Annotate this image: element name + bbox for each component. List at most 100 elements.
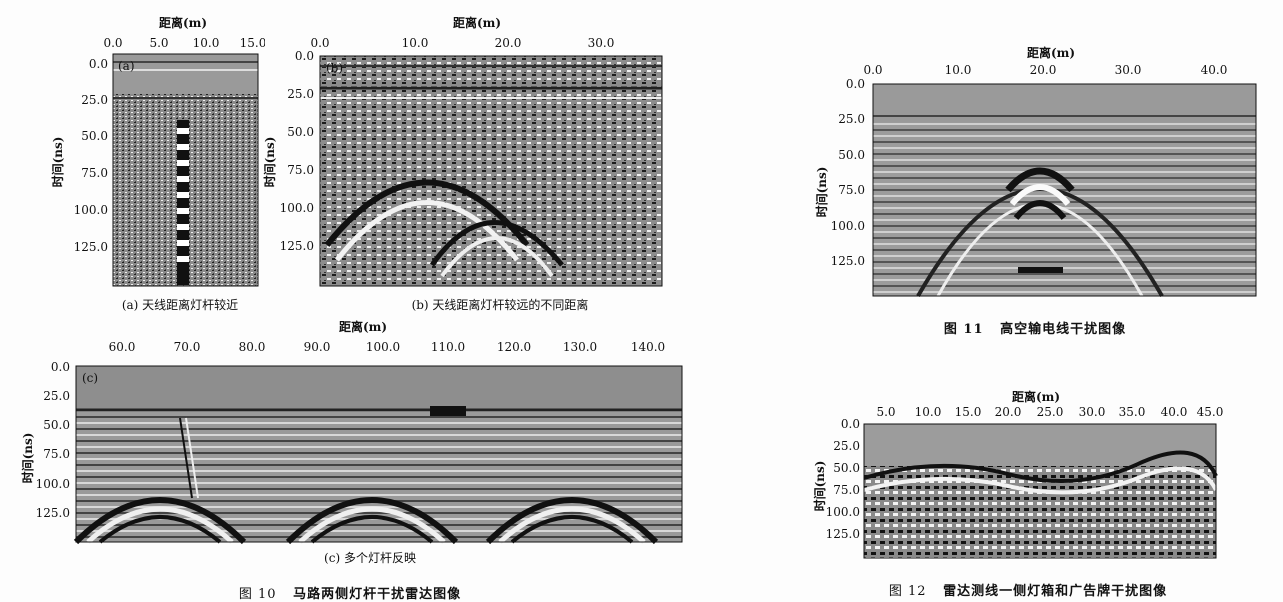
figure-12-xlabel: 距离(m) — [1012, 389, 1060, 404]
x-tick: 140.0 — [631, 340, 665, 354]
panel-c: 距离(m) 60.0 70.0 80.0 90.0 100.0 110.0 12… — [20, 319, 683, 545]
x-tick: 5.0 — [149, 36, 168, 50]
panel-a-label: (a) — [118, 59, 135, 73]
y-tick: 100.0 — [74, 203, 108, 217]
y-tick: 0.0 — [846, 77, 865, 91]
y-tick: 50.0 — [81, 129, 108, 143]
y-tick: 125.0 — [826, 527, 860, 541]
figure-11-caption: 图 11 高空输电线干扰图像 — [900, 318, 1170, 337]
y-tick: 125.0 — [280, 239, 314, 253]
y-tick: 100.0 — [831, 219, 865, 233]
x-tick: 5.0 — [876, 405, 895, 419]
y-tick: 0.0 — [89, 57, 108, 71]
x-tick: 10.0 — [945, 63, 972, 77]
panel-a-caption: (a) 天线距离灯杆较近 — [121, 298, 239, 312]
figure-12-xticks: 5.0 10.0 15.0 20.0 25.0 30.0 35.0 40.0 4… — [876, 405, 1223, 419]
panel-b-ylabel: 时间(ns) — [262, 137, 277, 188]
figure-10-caption: 图 10 马路两侧灯杆干扰雷达图像 — [180, 583, 520, 602]
panel-c-xticks: 60.0 70.0 80.0 90.0 100.0 110.0 120.0 13… — [109, 340, 666, 354]
x-tick: 0.0 — [310, 36, 329, 50]
x-tick: 30.0 — [1115, 63, 1142, 77]
panel-c-caption: (c) 多个灯杆反映 — [324, 551, 416, 565]
figure-12-ylabel: 时间(ns) — [812, 461, 827, 512]
panel-b-xticks: 0.0 10.0 20.0 30.0 — [310, 36, 614, 50]
panel-a-xlabel: 距离(m) — [159, 15, 207, 30]
x-tick: 40.0 — [1201, 63, 1228, 77]
x-tick: 10.0 — [402, 36, 429, 50]
y-tick: 75.0 — [81, 166, 108, 180]
panel-a-xticks: 0.0 5.0 10.0 15.0 — [103, 36, 265, 50]
figure-12-title: 雷达测线一侧灯箱和广告牌干扰图像 — [943, 584, 1168, 599]
y-tick: 100.0 — [280, 201, 314, 215]
figure-11-xlabel: 距离(m) — [1027, 45, 1075, 60]
y-tick: 50.0 — [833, 461, 860, 475]
x-tick: 100.0 — [366, 340, 400, 354]
panel-c-label: (c) — [82, 371, 98, 385]
x-tick: 15.0 — [240, 36, 265, 50]
y-tick: 50.0 — [287, 125, 314, 139]
panel-a-image — [112, 53, 259, 287]
figure-12-caption: 图 12 雷达测线一侧灯箱和广告牌干扰图像 — [838, 580, 1218, 599]
figure-11-yticks: 0.0 25.0 50.0 75.0 100.0 125.0 — [831, 77, 865, 268]
x-tick: 60.0 — [109, 340, 136, 354]
y-tick: 25.0 — [81, 93, 108, 107]
y-tick: 25.0 — [43, 389, 70, 403]
y-tick: 75.0 — [833, 483, 860, 497]
y-tick: 75.0 — [838, 183, 865, 197]
x-tick: 10.0 — [915, 405, 942, 419]
figure-11-panel: 距离(m) 0.0 10.0 20.0 30.0 40.0 0.0 25.0 5… — [814, 45, 1257, 297]
x-tick: 30.0 — [1079, 405, 1106, 419]
y-tick: 25.0 — [838, 112, 865, 126]
panel-b-xlabel: 距离(m) — [453, 15, 501, 30]
x-tick: 35.0 — [1119, 405, 1146, 419]
x-tick: 120.0 — [497, 340, 531, 354]
figure-12-panel: 距离(m) 5.0 10.0 15.0 20.0 25.0 30.0 35.0 … — [812, 389, 1223, 559]
y-tick: 75.0 — [287, 163, 314, 177]
figure-12-image — [863, 423, 1218, 559]
figure-11-number: 图 11 — [943, 322, 984, 337]
x-tick: 20.0 — [995, 405, 1022, 419]
x-tick: 25.0 — [1037, 405, 1064, 419]
x-tick: 0.0 — [103, 36, 122, 50]
x-tick: 130.0 — [563, 340, 597, 354]
y-tick: 25.0 — [833, 439, 860, 453]
panel-c-xlabel: 距离(m) — [339, 319, 387, 334]
figure-11-xticks: 0.0 10.0 20.0 30.0 40.0 — [863, 63, 1227, 77]
y-tick: 75.0 — [43, 447, 70, 461]
y-tick: 125.0 — [74, 240, 108, 254]
x-tick: 40.0 — [1161, 405, 1188, 419]
x-tick: 90.0 — [304, 340, 331, 354]
figure-10-number: 图 10 — [238, 587, 277, 602]
figure-10-title: 马路两侧灯杆干扰雷达图像 — [293, 587, 462, 602]
x-tick: 80.0 — [239, 340, 266, 354]
y-tick: 0.0 — [295, 49, 314, 63]
panel-b-label: (b) — [326, 61, 343, 75]
x-tick: 10.0 — [193, 36, 220, 50]
panel-a: 距离(m) 0.0 5.0 10.0 15.0 0.0 25.0 50.0 75… — [50, 15, 265, 287]
panel-c-yticks: 0.0 25.0 50.0 75.0 100.0 125.0 — [36, 360, 70, 520]
x-tick: 45.0 — [1197, 405, 1224, 419]
x-tick: 70.0 — [174, 340, 201, 354]
x-tick: 30.0 — [588, 36, 615, 50]
panel-c-image — [73, 365, 683, 545]
panel-b: 距离(m) 0.0 10.0 20.0 30.0 0.0 25.0 50.0 7… — [262, 15, 663, 287]
y-tick: 125.0 — [831, 254, 865, 268]
x-tick: 20.0 — [495, 36, 522, 50]
panel-b-image — [319, 55, 663, 287]
panel-b-caption: (b) 天线距离灯杆较远的不同距离 — [411, 298, 589, 312]
panel-a-yticks: 0.0 25.0 50.0 75.0 100.0 125.0 — [74, 57, 108, 254]
panel-c-ylabel: 时间(ns) — [20, 433, 35, 484]
y-tick: 0.0 — [51, 360, 70, 374]
panel-b-yticks: 0.0 25.0 50.0 75.0 100.0 125.0 — [280, 49, 314, 253]
y-tick: 125.0 — [36, 506, 70, 520]
x-tick: 0.0 — [863, 63, 882, 77]
figure-11-image — [872, 83, 1257, 297]
y-tick: 50.0 — [43, 418, 70, 432]
figure-12-number: 图 12 — [888, 584, 927, 599]
y-tick: 25.0 — [287, 87, 314, 101]
figure-11-ylabel: 时间(ns) — [814, 167, 829, 218]
x-tick: 110.0 — [431, 340, 465, 354]
x-tick: 20.0 — [1030, 63, 1057, 77]
figure-11-title: 高空输电线干扰图像 — [1000, 322, 1127, 337]
y-tick: 100.0 — [36, 477, 70, 491]
